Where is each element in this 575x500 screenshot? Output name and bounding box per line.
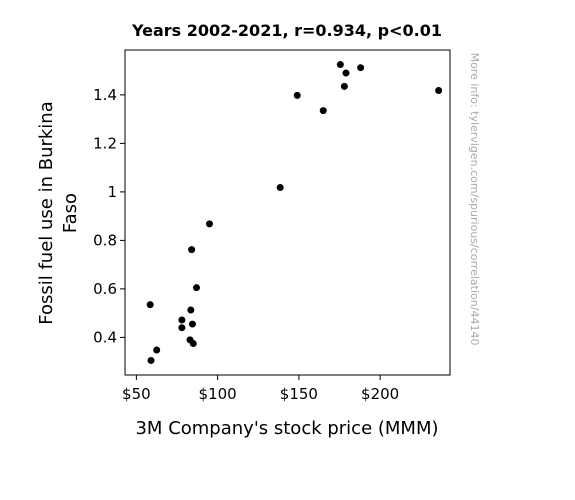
data-point xyxy=(178,324,186,332)
x-tick-label: $150 xyxy=(280,385,318,403)
plot-area: $50 $100 $150 $200 0.4 0.6 0.8 1 1.2 1.4 xyxy=(93,49,451,403)
y-tick-label: 0.8 xyxy=(93,231,117,249)
data-point xyxy=(187,306,195,314)
data-point xyxy=(435,87,443,95)
data-point xyxy=(178,316,186,324)
data-point xyxy=(188,246,196,254)
data-point xyxy=(276,184,284,192)
y-tick-label: 1.2 xyxy=(93,134,117,152)
y-tick-label: 0.4 xyxy=(93,328,117,346)
y-tick-label: 0.6 xyxy=(93,280,117,298)
data-point xyxy=(189,339,197,347)
y-axis-label-line-1: Fossil fuel use in Burkina xyxy=(36,101,57,324)
data-point xyxy=(293,91,301,99)
data-point xyxy=(147,356,155,364)
chart-title: Years 2002-2021, r=0.934, p<0.01 xyxy=(131,21,442,40)
data-point xyxy=(153,346,161,354)
y-tick-label: 1.4 xyxy=(93,86,117,104)
x-tick-label: $200 xyxy=(361,385,399,403)
axes-frame xyxy=(124,49,451,376)
data-point xyxy=(336,61,344,69)
data-point xyxy=(357,64,365,72)
x-axis-label: 3M Company's stock price (MMM) xyxy=(135,418,438,439)
x-tick-label: $100 xyxy=(199,385,237,403)
data-point xyxy=(206,220,213,228)
y-tick-label: 1 xyxy=(107,183,117,201)
data-point xyxy=(146,301,154,309)
watermark-text: More info: tylervigen.com/spurious/corre… xyxy=(468,53,481,346)
y-axis-label-line-2: Faso xyxy=(60,193,81,233)
data-point xyxy=(188,320,196,328)
x-tick-label: $50 xyxy=(122,385,151,403)
data-point xyxy=(319,107,327,115)
data-point xyxy=(193,284,200,292)
data-point xyxy=(340,82,348,90)
data-point xyxy=(342,69,350,77)
